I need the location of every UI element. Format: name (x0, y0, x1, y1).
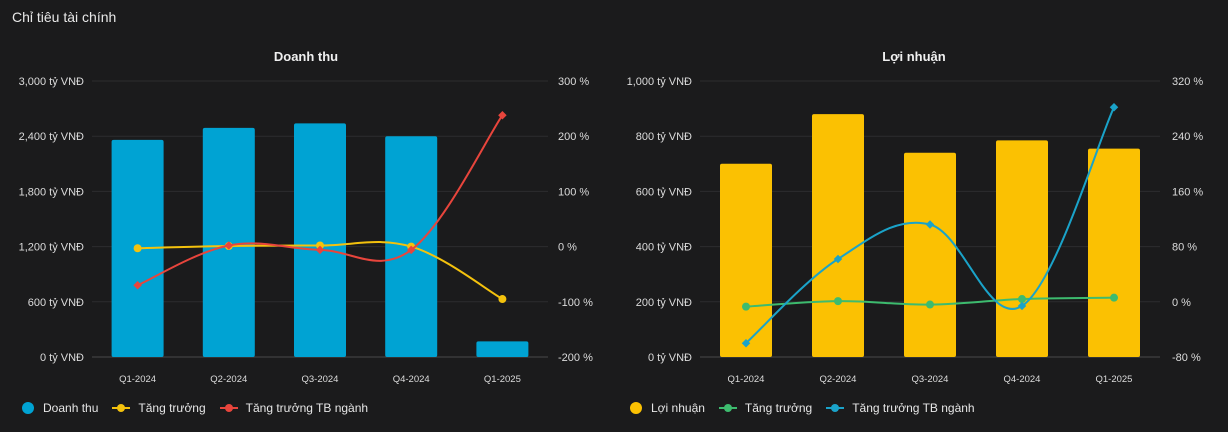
legend-line-swatch (718, 403, 737, 413)
legend-swatch (630, 402, 642, 414)
profit-series-point-1 (833, 254, 843, 264)
revenue-y-right-tick: 200 % (558, 131, 589, 143)
profit-y-left-tick: 800 tỷ VNĐ (636, 131, 692, 143)
revenue-x-tick: Q1-2025 (484, 374, 521, 385)
profit-bar (996, 140, 1048, 357)
revenue-y-right-tick: -100 % (558, 297, 593, 309)
revenue-y-left-tick: 3,000 tỷ VNĐ (19, 76, 84, 88)
legend-swatch (22, 402, 34, 414)
profit-y-right-tick: 160 % (1172, 186, 1203, 198)
profit-bar (904, 152, 956, 357)
legend-label: Doanh thu (43, 401, 99, 415)
revenue-y-right-tick: -200 % (558, 352, 593, 364)
profit-y-left-tick: 200 tỷ VNĐ (636, 297, 692, 309)
revenue-legend: Doanh thu Tăng trưởng Tăng trưởng TB ngành (22, 401, 382, 415)
profit-y-left-tick: 400 tỷ VNĐ (636, 242, 692, 254)
profit-legend: Lợi nhuận Tăng trưởng Tăng trưởng TB ngành (630, 401, 989, 415)
profit-y-right-tick: 240 % (1172, 131, 1203, 143)
legend-line-swatch (826, 403, 845, 413)
legend-line-swatch (112, 403, 131, 413)
revenue-x-tick: Q2-2024 (210, 374, 247, 385)
revenue-bar (476, 341, 529, 357)
profit-series-point-0 (1018, 295, 1026, 304)
revenue-series-point-1 (406, 245, 416, 255)
revenue-y-left-tick: 600 tỷ VNĐ (28, 297, 84, 309)
revenue-series-point-0 (316, 241, 324, 250)
profit-y-right-tick: -80 % (1172, 352, 1201, 364)
legend-label: Tăng trưởng (138, 401, 206, 415)
revenue-series-line-1 (137, 114, 504, 287)
legend-label: Tăng trưởng TB ngành (852, 401, 975, 415)
profit-series-point-1 (1109, 102, 1119, 112)
revenue-y-left-tick: 1,800 tỷ VNĐ (19, 186, 84, 198)
profit-y-left-tick: 600 tỷ VNĐ (636, 186, 692, 198)
revenue-series-point-0 (498, 295, 507, 304)
profit-y-right-tick: 0 % (1172, 297, 1191, 309)
revenue-y-right-tick: 300 % (558, 76, 589, 88)
legend-item[interactable]: Tăng trưởng (718, 401, 813, 415)
revenue-y-right-tick: 0 % (558, 242, 577, 254)
profit-series-line-1 (745, 106, 1115, 344)
revenue-series-point-1 (133, 280, 142, 290)
revenue-y-left-tick: 0 tỷ VNĐ (40, 352, 84, 364)
profit-x-tick: Q3-2024 (912, 374, 949, 385)
page-title: Chỉ tiêu tài chính (12, 9, 117, 25)
legend-item[interactable]: Tăng trưởng (112, 401, 206, 415)
profit-chart-title: Lợi nhuận (882, 49, 945, 64)
legend-label: Lợi nhuận (651, 401, 705, 415)
legend-item[interactable]: Tăng trưởng TB ngành (826, 401, 975, 415)
profit-x-tick: Q4-2024 (1004, 374, 1041, 385)
profit-series-point-0 (742, 302, 750, 311)
profit-series-point-0 (926, 300, 934, 309)
revenue-x-tick: Q4-2024 (393, 374, 430, 385)
profit-bar (812, 114, 864, 358)
revenue-series-point-1 (315, 245, 325, 255)
legend-item[interactable]: Lợi nhuận (630, 401, 705, 415)
profit-series-point-0 (1110, 293, 1118, 302)
legend-item[interactable]: Doanh thu (22, 401, 98, 415)
legend-item[interactable]: Tăng trưởng TB ngành (219, 401, 369, 415)
profit-y-left-tick: 0 tỷ VNĐ (648, 352, 692, 364)
profit-x-tick: Q1-2024 (728, 374, 765, 385)
revenue-y-left-tick: 1,200 tỷ VNĐ (19, 242, 84, 254)
profit-y-left-tick: 1,000 tỷ VNĐ (627, 76, 692, 88)
profit-bar (720, 163, 772, 357)
revenue-y-left-tick: 2,400 tỷ VNĐ (19, 131, 84, 143)
profit-series-point-1 (1017, 301, 1027, 311)
profit-y-right-tick: 320 % (1172, 76, 1203, 88)
legend-line-swatch (219, 403, 238, 413)
profit-y-right-tick: 80 % (1172, 242, 1197, 254)
profit-bar (1088, 148, 1140, 357)
revenue-x-tick: Q1-2024 (119, 374, 156, 385)
profit-x-tick: Q1-2025 (1096, 374, 1133, 385)
profit-x-tick: Q2-2024 (820, 374, 857, 385)
revenue-series-point-0 (133, 244, 142, 253)
profit-series-point-1 (741, 338, 751, 348)
revenue-series-point-1 (224, 241, 234, 250)
profit-series-point-0 (834, 297, 842, 306)
legend-label: Tăng trưởng (744, 401, 813, 415)
legend-label: Tăng trưởng TB ngành (245, 401, 369, 415)
revenue-series-point-1 (498, 110, 507, 120)
revenue-bar (294, 123, 346, 357)
revenue-y-right-tick: 100 % (558, 186, 589, 198)
revenue-chart-title: Doanh thu (274, 49, 338, 64)
revenue-x-tick: Q3-2024 (302, 374, 339, 385)
